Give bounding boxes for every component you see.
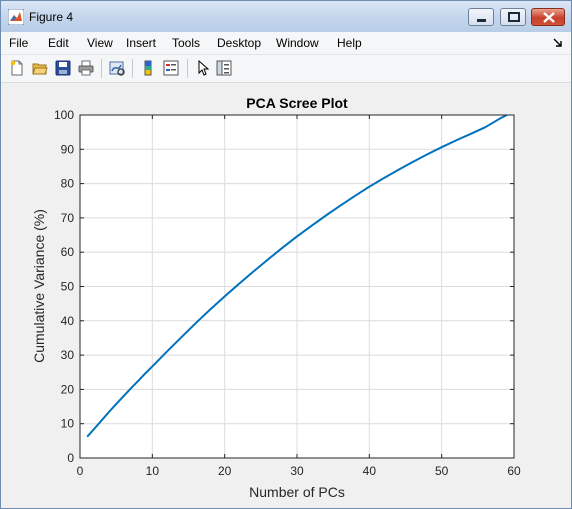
matlab-logo-icon bbox=[8, 9, 24, 25]
cumulative-variance-line bbox=[86, 114, 508, 438]
window-title: Figure 4 bbox=[29, 10, 74, 24]
y-tick-label: 0 bbox=[67, 451, 74, 465]
figure-canvas[interactable]: 0 10 20 30 40 50 60 0 10 20 30 40 50 60 70 80 90 100 PCA … bbox=[7, 83, 565, 504]
y-tick-label: 40 bbox=[61, 314, 75, 328]
x-tick-label: 20 bbox=[218, 464, 232, 478]
toolbar-separator bbox=[132, 59, 133, 78]
print-icon[interactable] bbox=[78, 60, 94, 76]
series-group bbox=[86, 114, 508, 438]
x-tick-label: 60 bbox=[507, 464, 521, 478]
minimize-button[interactable] bbox=[468, 8, 494, 26]
y-tick-label: 10 bbox=[61, 417, 75, 431]
close-button[interactable] bbox=[531, 8, 565, 26]
scree-plot-chart[interactable]: 0 10 20 30 40 50 60 0 10 20 30 40 50 60 70 80 90 100 PCA … bbox=[7, 83, 565, 504]
y-tick-label: 50 bbox=[61, 280, 75, 294]
maximize-icon bbox=[508, 12, 520, 22]
dock-arrow-icon[interactable] bbox=[553, 38, 563, 50]
chart-title: PCA Scree Plot bbox=[246, 95, 348, 111]
x-tick-label: 0 bbox=[77, 464, 84, 478]
menu-view[interactable]: View bbox=[87, 36, 113, 50]
y-tick-label: 100 bbox=[54, 108, 74, 122]
edit-plot-icon[interactable] bbox=[195, 60, 211, 76]
menu-desktop[interactable]: Desktop bbox=[217, 36, 262, 50]
y-axis-label: Cumulative Variance (%) bbox=[31, 209, 47, 363]
y-tick-label: 90 bbox=[61, 142, 75, 156]
x-tick-label: 10 bbox=[146, 464, 160, 478]
toolbar-separator bbox=[187, 59, 188, 78]
menu-tools[interactable]: Tools bbox=[172, 36, 201, 50]
figure-toolbar bbox=[1, 55, 571, 83]
x-axis-label: Number of PCs bbox=[249, 484, 345, 500]
minimize-icon bbox=[477, 19, 486, 22]
y-tick-label: 60 bbox=[61, 245, 75, 259]
open-file-icon[interactable] bbox=[32, 60, 48, 76]
menu-file[interactable]: File bbox=[9, 36, 29, 50]
y-tick-label: 70 bbox=[61, 211, 75, 225]
y-tick-label: 30 bbox=[61, 348, 75, 362]
menu-bar: File Edit View Insert Tools Desktop Wind… bbox=[1, 32, 571, 55]
menu-edit[interactable]: Edit bbox=[48, 36, 69, 50]
close-icon bbox=[543, 12, 555, 23]
insert-legend-icon[interactable] bbox=[163, 60, 179, 76]
save-icon[interactable] bbox=[55, 60, 71, 76]
menu-window[interactable]: Window bbox=[276, 36, 319, 50]
menu-help[interactable]: Help bbox=[337, 36, 362, 50]
new-figure-icon[interactable] bbox=[9, 60, 25, 76]
toolbar-separator bbox=[101, 59, 102, 78]
tick-group: 0 10 20 30 40 50 60 0 10 20 30 40 50 60 70 80 90 100 bbox=[54, 108, 521, 478]
y-tick-label: 80 bbox=[61, 177, 75, 191]
title-bar[interactable]: Figure 4 bbox=[1, 1, 571, 32]
insert-colorbar-icon[interactable] bbox=[140, 60, 156, 76]
menu-insert[interactable]: Insert bbox=[126, 36, 157, 50]
x-tick-label: 30 bbox=[290, 464, 304, 478]
property-inspector-icon[interactable] bbox=[216, 60, 232, 76]
x-tick-label: 40 bbox=[363, 464, 377, 478]
x-tick-label: 50 bbox=[435, 464, 449, 478]
y-tick-label: 20 bbox=[61, 382, 75, 396]
link-plot-icon[interactable] bbox=[109, 60, 125, 76]
maximize-button[interactable] bbox=[500, 8, 526, 26]
